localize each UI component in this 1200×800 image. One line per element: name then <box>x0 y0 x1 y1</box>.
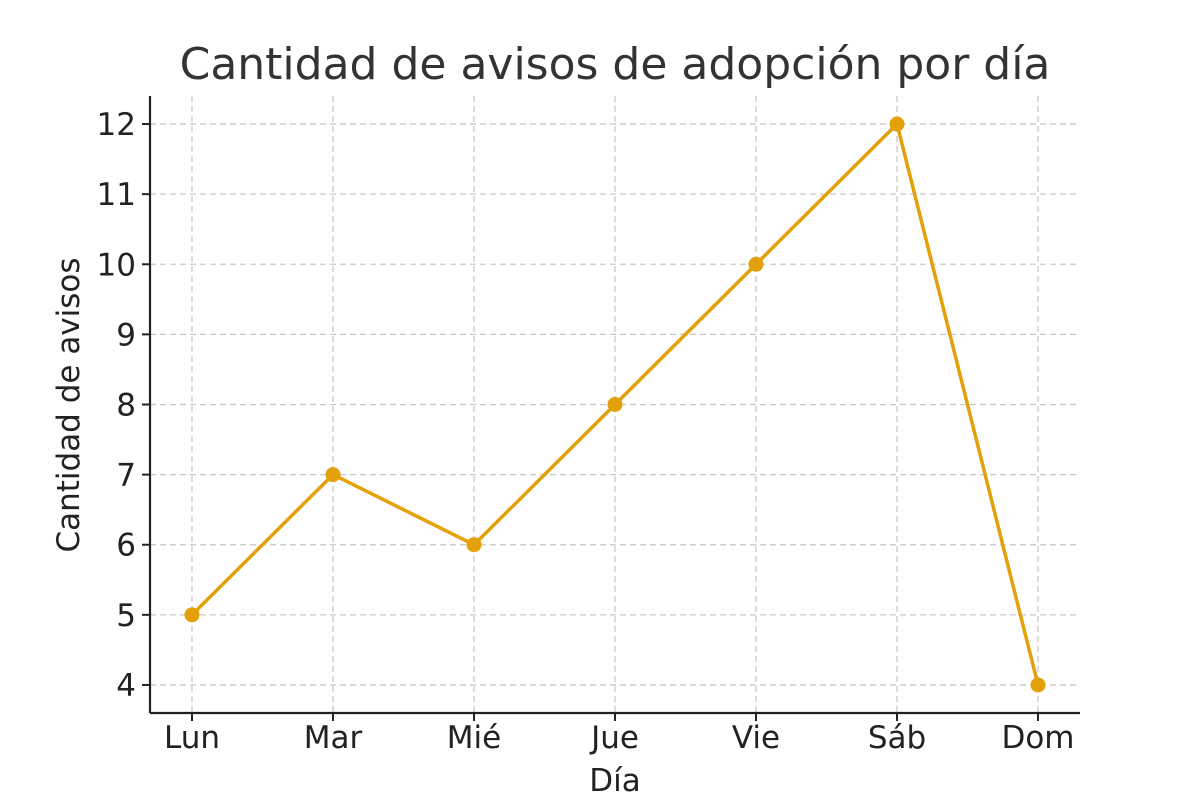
x-tick-label: Vie <box>732 720 780 756</box>
data-point <box>325 467 341 483</box>
y-tick-label: 7 <box>116 458 136 494</box>
y-tick-label: 8 <box>116 388 136 424</box>
x-tick-label: Lun <box>164 720 220 756</box>
data-point <box>1030 677 1046 693</box>
x-tick-label: Dom <box>1001 720 1074 756</box>
x-tick-label: Jue <box>589 720 639 756</box>
data-point <box>748 256 764 272</box>
y-tick-label: 6 <box>116 528 136 564</box>
x-tick-label: Mié <box>447 720 501 756</box>
chart-title: Cantidad de avisos de adopción por día <box>180 39 1051 90</box>
grid-lines <box>150 96 1080 713</box>
y-tick-label: 12 <box>97 107 136 143</box>
data-point <box>607 397 623 412</box>
y-tick-label: 11 <box>97 177 136 213</box>
y-axis-label: Cantidad de avisos <box>51 257 87 552</box>
series <box>184 116 1046 693</box>
data-point <box>466 537 482 553</box>
data-point <box>184 607 200 623</box>
x-tick-label: Sáb <box>868 720 926 756</box>
data-point <box>889 116 905 132</box>
y-tick-label: 4 <box>116 668 136 704</box>
tick-labels: Lun Mar Mié Jue Vie Sáb Dom 4 5 6 7 8 9 10 11 12 <box>97 107 1075 756</box>
y-tick-label: 5 <box>116 598 136 634</box>
y-tick-label: 10 <box>97 247 136 283</box>
x-tick-label: Mar <box>304 720 363 756</box>
y-tick-label: 9 <box>116 317 136 353</box>
x-axis-label: Día <box>589 763 640 799</box>
